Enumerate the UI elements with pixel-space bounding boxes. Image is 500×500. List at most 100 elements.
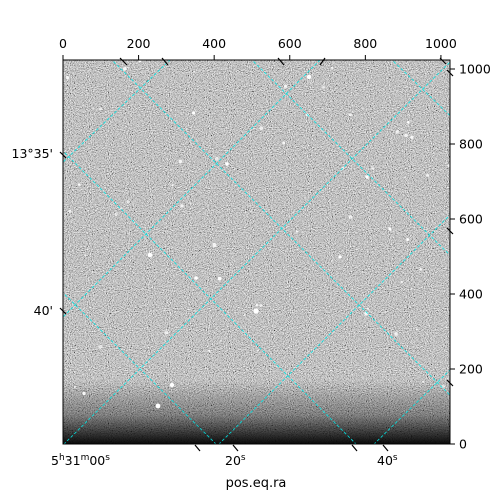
star-48 — [394, 332, 398, 336]
star-10 — [331, 259, 333, 262]
star-55 — [82, 391, 86, 396]
star-14 — [84, 254, 86, 256]
pixel-ticks: 0 200 400 600 800 1000 0 200 400 600 800 1000 — [59, 36, 491, 452]
world-tick-mark-9 — [59, 151, 67, 159]
star-50 — [243, 313, 246, 316]
ra-tick-label-1: 20s — [225, 453, 246, 468]
y-tick-label-1: 200 — [459, 362, 483, 377]
star-23 — [171, 184, 174, 187]
dec-tick-labels: 13°35' 40' — [12, 146, 54, 318]
star-62 — [208, 349, 211, 352]
y-tick-label-4: 800 — [459, 137, 483, 152]
grid-line-8 — [63, 60, 321, 318]
star-4 — [193, 70, 196, 73]
star-58 — [77, 183, 81, 186]
star-6 — [421, 380, 425, 383]
image-area — [63, 60, 450, 444]
star-46 — [282, 141, 286, 145]
grid-line-9 — [63, 60, 171, 163]
world-tick-mark-1 — [161, 57, 169, 66]
grid-line-2 — [391, 60, 450, 117]
y-tick-label-5: 1000 — [459, 62, 491, 77]
star-15 — [426, 173, 430, 177]
star-65 — [304, 196, 306, 199]
star-39 — [163, 309, 165, 311]
y-tick-label-0: 0 — [459, 437, 467, 452]
star-layer — [65, 60, 450, 409]
bright-star-5 — [253, 308, 259, 314]
star-20 — [217, 276, 222, 281]
star-3 — [164, 330, 169, 335]
x-tick-label-4: 800 — [353, 36, 377, 51]
star-69 — [220, 339, 223, 342]
world-tick-mark-0 — [119, 57, 128, 66]
star-35 — [406, 238, 410, 242]
y-tick-label-2: 400 — [459, 287, 483, 302]
star-44 — [446, 377, 449, 379]
world-tick-mark-10 — [59, 307, 67, 315]
star-18 — [283, 84, 288, 88]
grid-line-0 — [111, 60, 450, 396]
star-53 — [169, 312, 171, 314]
star-34 — [178, 159, 183, 164]
grid-line-7 — [373, 369, 450, 444]
star-40 — [296, 248, 299, 251]
plot-frame — [62, 59, 451, 445]
star-33 — [404, 133, 408, 138]
world-tick-mark-8 — [382, 444, 389, 452]
bright-star-2 — [365, 175, 369, 179]
world-ticks — [59, 57, 454, 452]
star-45 — [400, 280, 403, 284]
star-31 — [366, 307, 369, 310]
star-12 — [295, 230, 299, 233]
star-13 — [188, 308, 190, 311]
star-37 — [255, 303, 258, 307]
bright-star-6 — [169, 382, 175, 388]
bright-star-4 — [194, 276, 198, 280]
image-bottom-shade — [63, 380, 450, 444]
coordinate-grid — [63, 60, 450, 444]
x-tick-label-0: 0 — [59, 36, 67, 51]
star-57 — [256, 349, 259, 352]
grid-line-3 — [63, 150, 357, 444]
world-tick-mark-7 — [351, 444, 358, 452]
star-28 — [192, 111, 196, 115]
ra-tick-label-0: 5h31m00s — [51, 453, 110, 468]
star-11 — [447, 164, 450, 168]
bright-star-3 — [147, 252, 153, 258]
bright-star-1 — [225, 162, 229, 166]
star-36 — [410, 135, 414, 139]
star-7 — [259, 126, 264, 130]
star-2 — [415, 328, 418, 331]
ra-tick-labels: 5h31m00s 20s 40s — [51, 453, 398, 468]
bright-star-9 — [388, 227, 392, 231]
world-tick-mark-3 — [319, 57, 326, 66]
x-tick-label-1: 200 — [127, 36, 151, 51]
star-1 — [65, 75, 70, 80]
bright-star-0 — [306, 74, 312, 80]
world-tick-mark-4 — [439, 57, 447, 65]
star-21 — [259, 303, 263, 307]
world-tick-mark-6 — [232, 444, 239, 452]
star-68 — [348, 215, 353, 219]
grid-line-1 — [251, 60, 450, 256]
star-43 — [403, 176, 406, 179]
star-26 — [321, 85, 326, 89]
grid-line-5 — [63, 61, 450, 444]
star-66 — [309, 81, 312, 83]
star-22 — [180, 204, 184, 208]
star-38 — [391, 60, 393, 62]
star-0 — [98, 344, 103, 349]
world-tick-mark-13 — [446, 379, 454, 387]
y-tick-label-3: 600 — [459, 212, 483, 227]
star-25 — [68, 209, 72, 213]
star-32 — [123, 66, 127, 71]
x-axis-title: pos.eq.ra — [226, 476, 287, 491]
star-61 — [401, 128, 403, 131]
grid-line-6 — [218, 214, 450, 444]
star-47 — [371, 166, 375, 170]
star-67 — [331, 66, 334, 70]
star-5 — [395, 130, 400, 134]
star-64 — [212, 243, 217, 247]
